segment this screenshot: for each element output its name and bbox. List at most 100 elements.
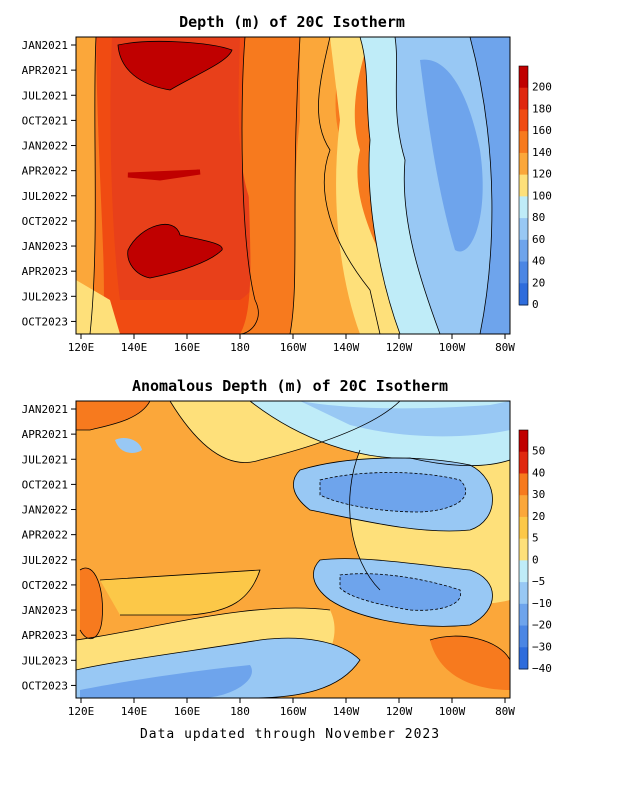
y-tick-label: OCT2021 — [22, 114, 68, 127]
colorbar-label: 40 — [532, 466, 545, 479]
y-tick-label: JUL2021 — [22, 453, 68, 466]
y-tick-label: JUL2023 — [22, 654, 68, 667]
x-tick-label: 140W — [333, 341, 360, 354]
x-tick-label: 120E — [68, 341, 95, 354]
x-tick-label: 80W — [495, 341, 515, 354]
y-tick-label: JAN2023 — [22, 604, 68, 617]
x-tick-label: 160W — [280, 341, 307, 354]
colorbar-label: 80 — [532, 211, 545, 224]
colorbar-swatch — [519, 196, 528, 219]
colorbar-swatch — [519, 647, 528, 670]
colorbar-swatch — [519, 218, 528, 241]
colorbar-label: −30 — [532, 640, 552, 653]
colorbar-swatch — [519, 261, 528, 284]
y-tick-label: APR2023 — [22, 265, 68, 278]
colorbar-label: 60 — [532, 233, 545, 246]
colorbar-swatch — [519, 603, 528, 627]
y-tick-label: APR2023 — [22, 629, 68, 642]
colorbar-swatch — [519, 131, 528, 154]
colorbar-swatch — [519, 152, 528, 176]
colorbar-label: 0 — [532, 553, 539, 566]
bottom-panel-title: Anomalous Depth (m) of 20C Isotherm — [132, 377, 448, 395]
colorbar-swatch — [519, 473, 528, 496]
x-tick-label: 100W — [439, 341, 466, 354]
colorbar-label: 40 — [532, 255, 545, 268]
colorbar-label: 20 — [532, 276, 545, 289]
colorbar-swatch — [519, 87, 528, 110]
y-tick-label: APR2022 — [22, 529, 68, 542]
colorbar-label: −20 — [532, 619, 552, 632]
colorbar-label: 30 — [532, 488, 545, 501]
x-tick-label: 120W — [386, 705, 413, 718]
x-tick-label: 140E — [121, 341, 148, 354]
x-tick-label: 160E — [174, 341, 201, 354]
colorbar-label: 160 — [532, 124, 552, 137]
colorbar-label: 200 — [532, 81, 552, 94]
colorbar-swatch — [519, 625, 528, 648]
colorbar-swatch — [519, 109, 528, 132]
x-tick-label: 180 — [230, 705, 250, 718]
y-tick-label: JAN2021 — [22, 403, 68, 416]
x-tick-label: 100W — [439, 705, 466, 718]
colorbar-swatch — [519, 451, 528, 474]
x-tick-label: 120E — [68, 705, 95, 718]
top-x-axis: 120E 140E 160E 180 160W 140W 120W 100W 80W — [68, 334, 515, 354]
y-tick-label: OCT2023 — [22, 679, 68, 692]
colorbar-label: 50 — [532, 445, 545, 458]
y-tick-label: JAN2021 — [22, 39, 68, 52]
colorbar-label: 140 — [532, 146, 552, 159]
colorbar-label: 20 — [532, 510, 545, 523]
colorbar-swatch — [519, 283, 528, 306]
x-tick-label: 160W — [280, 705, 307, 718]
y-tick-label: JUL2022 — [22, 554, 68, 567]
colorbar-label: −40 — [532, 662, 552, 675]
top-panel-title: Depth (m) of 20C Isotherm — [179, 13, 405, 31]
y-tick-label: JAN2023 — [22, 240, 68, 253]
x-tick-label: 140E — [121, 705, 148, 718]
colorbar-label: 100 — [532, 189, 552, 202]
y-tick-label: JUL2023 — [22, 290, 68, 303]
footer-note: Data updated through November 2023 — [140, 727, 440, 742]
colorbar-label: −10 — [532, 597, 552, 610]
colorbar-swatch — [519, 582, 528, 605]
y-tick-label: JUL2022 — [22, 190, 68, 203]
y-tick-label: APR2021 — [22, 428, 68, 441]
colorbar-label: 0 — [532, 298, 539, 311]
top-heatmap-field — [76, 37, 510, 334]
y-tick-label: OCT2021 — [22, 478, 68, 491]
top-y-axis: JAN2021 APR2021 JUL2021 OCT2021 JAN2022 APR20… — [22, 39, 76, 328]
x-tick-label: 140W — [333, 705, 360, 718]
y-tick-label: APR2022 — [22, 165, 68, 178]
y-tick-label: JAN2022 — [22, 140, 68, 153]
colorbar-swatch — [519, 430, 528, 453]
colorbar-label: −5 — [532, 575, 545, 588]
colorbar-swatch — [519, 516, 528, 540]
colorbar-swatch — [519, 538, 528, 561]
x-tick-label: 120W — [386, 341, 413, 354]
y-tick-label: OCT2023 — [22, 315, 68, 328]
colorbar-frame — [518, 429, 529, 670]
x-tick-label: 80W — [495, 705, 515, 718]
y-tick-label: APR2021 — [22, 64, 68, 77]
y-tick-label: JUL2021 — [22, 89, 68, 102]
colorbar-swatch — [519, 66, 528, 89]
bottom-y-axis: JAN2021 APR2021 JUL2021 OCT2021 JAN2022 APR20… — [22, 403, 76, 692]
bottom-heatmap-field — [76, 401, 510, 698]
colorbar-label: 180 — [532, 102, 552, 115]
colorbar-swatch — [519, 174, 528, 197]
colorbar-swatch — [519, 239, 528, 263]
colorbar-label: 5 — [532, 532, 539, 545]
x-tick-label: 160E — [174, 705, 201, 718]
colorbar-swatch — [519, 495, 528, 518]
x-tick-label: 180 — [230, 341, 250, 354]
y-tick-label: OCT2022 — [22, 215, 68, 228]
bottom-x-axis: 120E 140E 160E 180 160W 140W 120W 100W 80W — [68, 698, 515, 718]
y-tick-label: OCT2022 — [22, 579, 68, 592]
colorbar-label: 120 — [532, 168, 552, 181]
y-tick-label: JAN2022 — [22, 504, 68, 517]
colorbar-swatch — [519, 560, 528, 583]
colorbar-frame — [518, 65, 529, 306]
